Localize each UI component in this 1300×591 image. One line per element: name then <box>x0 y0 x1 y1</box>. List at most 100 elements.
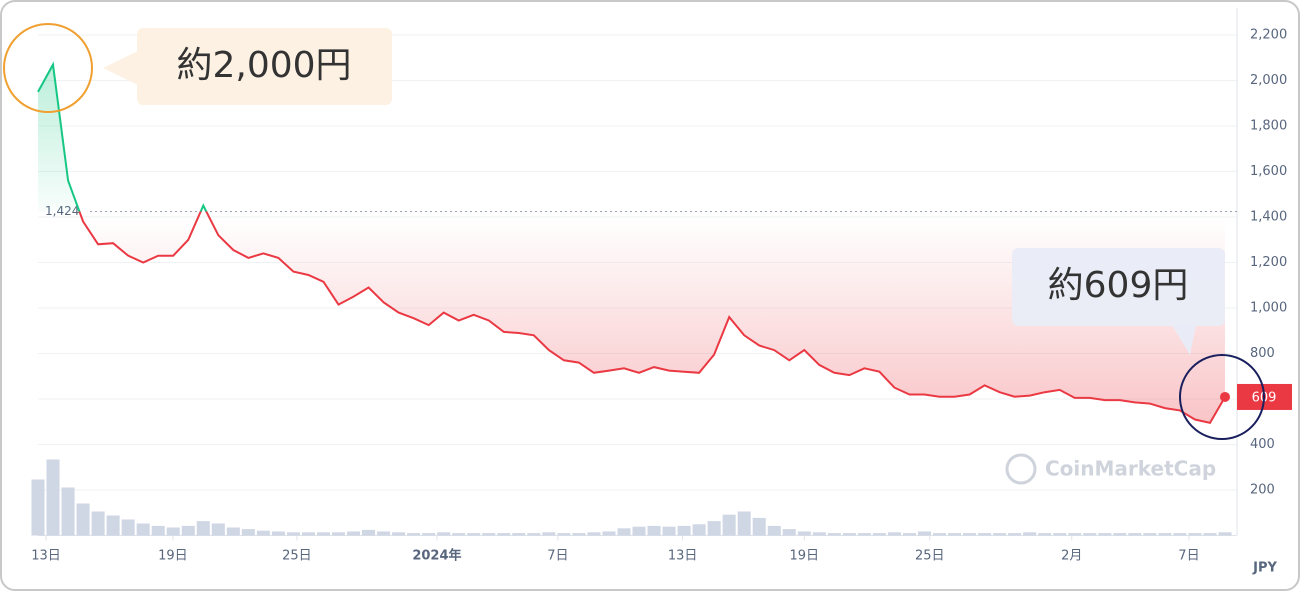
volume-bar <box>572 533 586 536</box>
x-tick-label: 19日 <box>158 549 188 564</box>
y-tick-label: 400 <box>1250 437 1275 452</box>
volume-bar <box>31 479 45 536</box>
volume-bar <box>392 532 406 536</box>
volume-bar <box>1128 533 1142 536</box>
volume-bar <box>993 533 1007 536</box>
volume-bar <box>677 525 691 536</box>
x-tick-label: 13日 <box>31 549 61 564</box>
volume-bar <box>662 526 676 536</box>
volume-bar <box>767 525 781 536</box>
volume-bar <box>1098 533 1112 536</box>
x-tick-label: 2月 <box>1061 549 1082 564</box>
volume-bar <box>362 529 376 536</box>
volume-bar <box>1008 533 1022 536</box>
volume-bar <box>377 531 391 536</box>
volume-bar <box>106 515 120 536</box>
volume-bar <box>301 532 315 536</box>
volume-bar <box>256 530 270 536</box>
volume-bar <box>286 532 300 536</box>
x-tick-label: 13日 <box>668 549 698 564</box>
y-tick-label: 800 <box>1250 346 1275 361</box>
watermark <box>1005 453 1037 485</box>
volume-bar <box>707 521 721 536</box>
x-tick-label: 19日 <box>790 549 820 564</box>
volume-bar <box>857 533 871 536</box>
volume-bar <box>331 532 346 536</box>
volume-bar <box>617 528 631 536</box>
volume-bar <box>1038 533 1052 536</box>
volume-bar <box>196 521 210 536</box>
volume-bar <box>887 532 901 536</box>
volume-bar <box>527 533 541 536</box>
x-tick-label: 25日 <box>282 549 312 564</box>
volume-bar <box>1218 532 1232 536</box>
volume-bar <box>467 533 481 536</box>
volume-bar <box>1203 533 1217 536</box>
y-tick-label: 2,200 <box>1250 28 1287 43</box>
volume-bar <box>347 531 361 536</box>
volume-bar <box>542 532 556 536</box>
volume-bar <box>497 533 511 536</box>
x-tick-label: 2024年 <box>412 548 461 564</box>
y-tick-label: 1,400 <box>1250 210 1287 225</box>
volume-bar <box>797 531 811 536</box>
watermark-text: CoinMarketCap <box>1045 457 1216 481</box>
callout-box <box>1012 248 1225 326</box>
x-tick-label: 7日 <box>1178 549 1199 564</box>
volume-bar <box>902 533 916 536</box>
volume-bar <box>917 531 932 536</box>
volume-bar <box>933 533 947 536</box>
volume-bar <box>827 533 841 536</box>
volume-bar <box>842 533 856 536</box>
volume-bar <box>1143 533 1157 536</box>
volume-bar <box>151 525 165 536</box>
y-tick-label: 1,800 <box>1250 119 1287 134</box>
volume-bar <box>1068 533 1082 536</box>
volume-bar <box>963 533 977 536</box>
volume-bar <box>121 519 135 536</box>
volume-bar <box>1173 533 1187 536</box>
callout-arrow <box>1172 325 1196 355</box>
x-tick-label: 7日 <box>547 549 568 564</box>
volume-bar <box>557 533 571 536</box>
volume-bar <box>647 525 661 536</box>
y-tick-label: 1,200 <box>1250 255 1287 270</box>
volume-bar <box>1188 533 1202 536</box>
volume-bar <box>978 533 992 536</box>
highlight-circle <box>3 23 93 113</box>
volume-bar <box>241 529 255 536</box>
volume-bar <box>632 526 646 536</box>
volume-bar <box>1023 532 1037 536</box>
volume-bar <box>271 531 285 536</box>
volume-bar <box>211 523 225 536</box>
area-down <box>38 211 1225 423</box>
volume-bar <box>1113 533 1127 536</box>
y-unit: JPY <box>1252 561 1277 576</box>
volume-bar <box>166 527 180 536</box>
y-tick-label: 1,600 <box>1250 164 1287 179</box>
volume-bar <box>46 459 60 536</box>
y-tick-label: 2,000 <box>1250 73 1287 88</box>
volume-bar <box>136 523 150 536</box>
y-tick-label: 1,000 <box>1250 301 1287 316</box>
volume-bar <box>602 531 616 536</box>
callout-arrow <box>103 50 140 86</box>
volume-bar <box>61 487 75 536</box>
volume-bar <box>407 533 421 536</box>
volume-bar <box>1053 533 1067 536</box>
volume-bar <box>452 533 466 536</box>
volume-bar <box>422 533 436 536</box>
volume-bar <box>482 533 496 536</box>
annotation: 約2,000円 <box>176 45 351 86</box>
volume-bar <box>437 532 451 536</box>
line-down <box>78 211 1226 425</box>
x-tick-label: 25日 <box>915 549 945 564</box>
volume-bar <box>181 525 195 536</box>
last-point <box>1220 391 1230 402</box>
volume-bar <box>91 511 105 536</box>
volume-bar <box>737 511 751 536</box>
y-tick-label: 200 <box>1250 483 1275 498</box>
volume-bar <box>226 527 240 536</box>
volume-bar <box>316 532 330 536</box>
